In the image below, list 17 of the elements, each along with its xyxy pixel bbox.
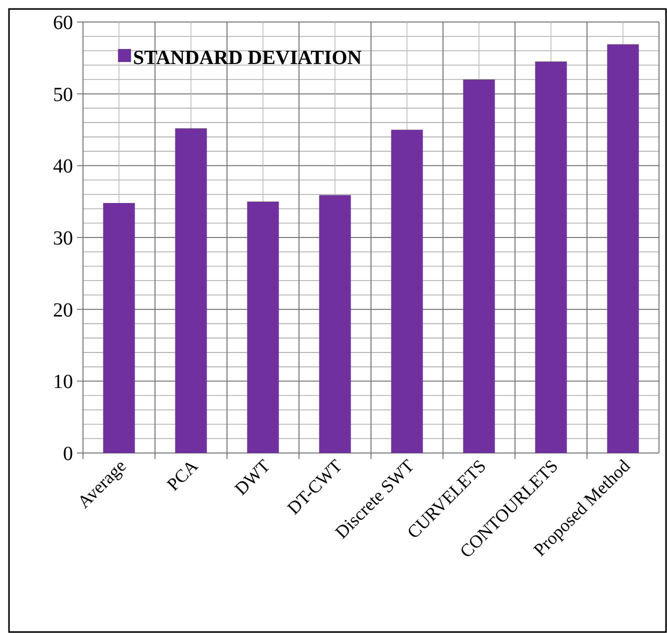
x-tick-label: PCA [162,456,202,495]
y-tick-label: 10 [53,371,73,394]
bar [103,203,135,453]
legend-label: STANDARD DEVIATION [133,47,362,69]
bar [535,62,567,453]
bar [391,130,423,453]
bar [175,128,207,453]
bar [607,44,639,453]
bar [319,195,351,453]
y-tick-label: 50 [53,84,73,106]
y-tick-label: 30 [53,228,73,250]
y-tick-label: 0 [63,443,73,465]
y-tick-label: 60 [53,12,73,34]
y-tick-label: 20 [53,299,73,322]
y-tick-label: 40 [53,156,73,178]
bar [463,79,495,453]
bar [247,202,279,453]
